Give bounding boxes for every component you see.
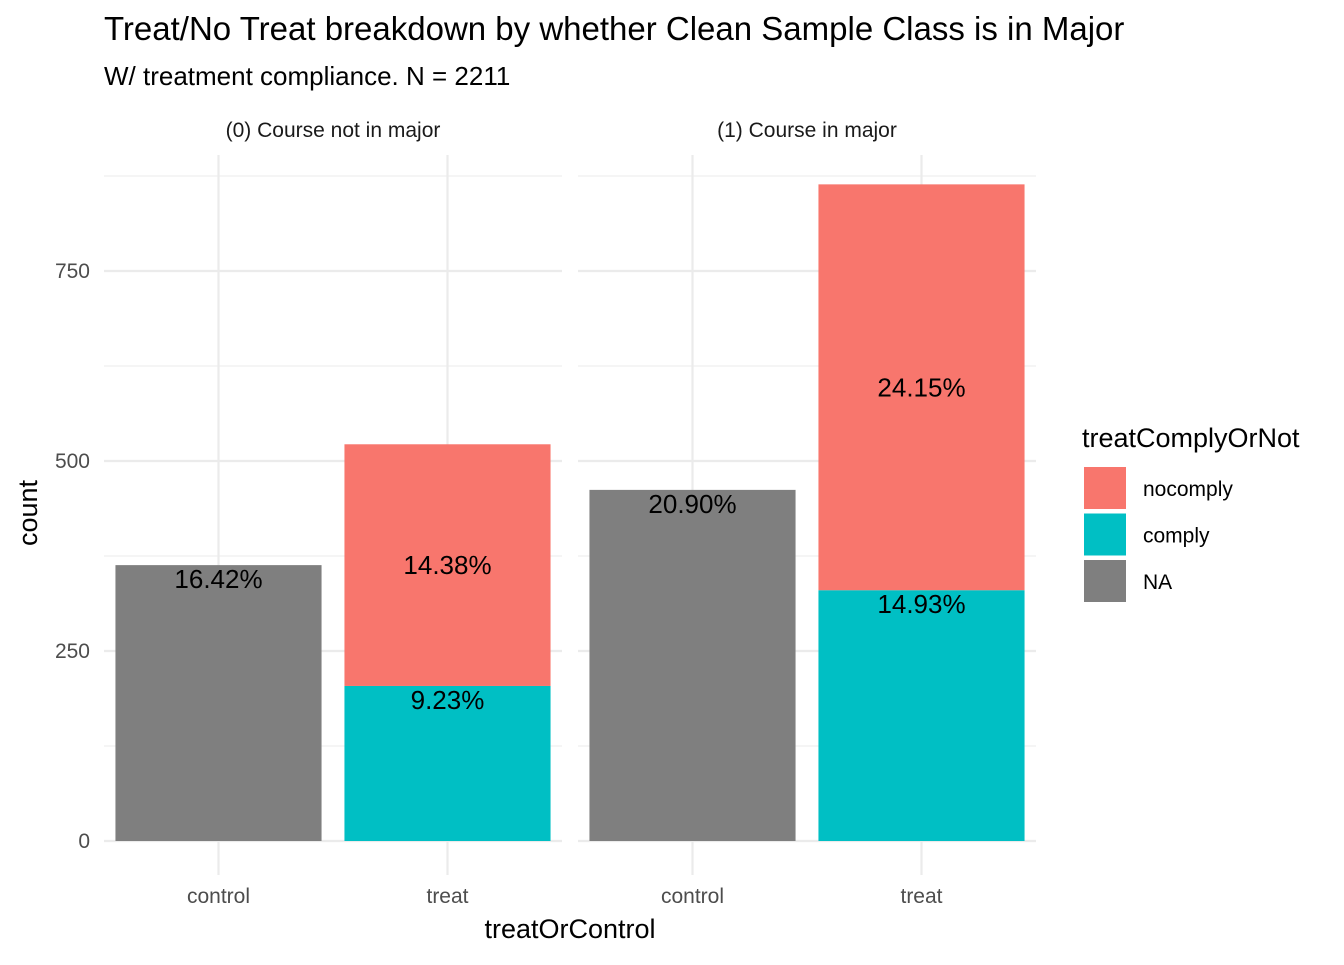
legend: treatComplyOrNot nocomply comply NA <box>1082 423 1300 602</box>
bar-segment-na <box>589 489 796 841</box>
chart-subtitle: W/ treatment compliance. N = 2211 <box>104 61 510 91</box>
facet-panel: (1) Course in major 20.90% 14.93% 24.15% con… <box>578 119 1036 908</box>
y-axis-ticks: 0 250 500 750 <box>55 260 90 853</box>
bar-segment-comply <box>818 590 1025 841</box>
legend-key-nocomply <box>1084 467 1126 509</box>
facet-panel: (0) Course not in major 16.42% 9.23% 14.38%… <box>104 119 562 908</box>
chart-title: Treat/No Treat breakdown by whether Clea… <box>104 10 1124 47</box>
x-tick-label: treat <box>426 885 468 908</box>
y-tick-label: 500 <box>55 450 90 473</box>
y-tick-label: 0 <box>78 830 90 853</box>
bar-data-label: 16.42% <box>174 564 262 594</box>
legend-label: comply <box>1143 525 1210 548</box>
y-axis-title: count <box>13 479 43 546</box>
legend-title: treatComplyOrNot <box>1082 423 1300 453</box>
facet-panels: (0) Course not in major 16.42% 9.23% 14.38%… <box>104 119 1036 908</box>
y-tick-label: 250 <box>55 640 90 663</box>
x-tick-label: treat <box>900 885 942 908</box>
legend-label: nocomply <box>1143 478 1233 501</box>
bar-data-label: 9.23% <box>411 685 485 715</box>
bar-data-label: 14.93% <box>877 589 965 619</box>
bar-segment-nocomply <box>818 184 1025 591</box>
bar-data-label: 14.38% <box>403 550 491 580</box>
legend-label: NA <box>1143 571 1172 594</box>
x-axis-title: treatOrControl <box>484 914 655 944</box>
facet-strip-label: (0) Course not in major <box>226 119 441 142</box>
bar-segment-nocomply <box>344 444 551 686</box>
bar-segment-na <box>115 565 322 841</box>
facet-strip-label: (1) Course in major <box>717 119 897 142</box>
y-tick-label: 750 <box>55 260 90 283</box>
x-tick-label: control <box>661 885 724 908</box>
bar-segment-comply <box>344 685 551 841</box>
legend-key-comply <box>1084 513 1126 556</box>
legend-key-na <box>1084 560 1126 602</box>
bar-data-label: 20.90% <box>648 489 736 519</box>
x-tick-label: control <box>187 885 250 908</box>
bar-data-label: 24.15% <box>877 372 965 402</box>
